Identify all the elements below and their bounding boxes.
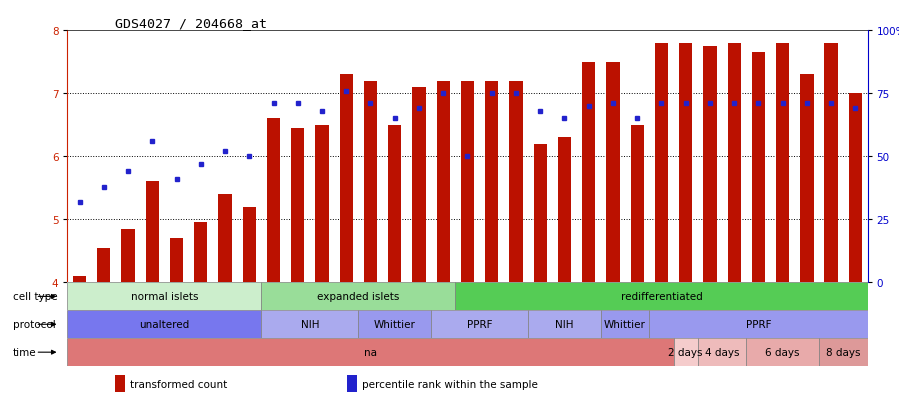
Bar [347,375,357,392]
Bar [413,88,425,283]
Bar [67,283,262,311]
Bar [703,47,717,283]
Bar [67,311,262,338]
Text: transformed count: transformed count [129,379,227,389]
Bar [316,126,329,283]
Bar [218,195,232,283]
Text: unaltered: unaltered [139,320,190,330]
Text: normal islets: normal islets [130,292,198,301]
Bar [533,144,547,283]
Bar [673,338,698,366]
Text: na: na [364,347,377,357]
Bar [267,119,280,283]
Text: 6 days: 6 days [765,347,800,357]
Bar [97,248,111,283]
Bar [340,75,353,283]
Bar [437,81,450,283]
Text: GDS4027 / 204668_at: GDS4027 / 204668_at [115,17,267,30]
Text: Whittier: Whittier [374,320,415,330]
Text: protocol: protocol [13,320,56,330]
Bar [194,223,208,283]
Bar [727,43,741,283]
Text: Whittier: Whittier [604,320,646,330]
Bar [800,75,814,283]
Bar [485,81,498,283]
Bar [359,311,432,338]
Bar [582,62,595,283]
Bar [606,62,619,283]
Bar [364,81,378,283]
Bar [461,81,474,283]
Bar [73,276,86,283]
Bar [67,338,673,366]
Bar [746,338,819,366]
Bar [388,126,402,283]
Text: percentile rank within the sample: percentile rank within the sample [362,379,538,389]
Text: PPRF: PPRF [745,320,771,330]
Bar [630,126,644,283]
Text: 8 days: 8 days [826,347,860,357]
Bar [121,229,135,283]
Bar [510,81,522,283]
Bar [291,128,305,283]
Bar [679,43,692,283]
Bar [146,182,159,283]
Bar [654,43,668,283]
Text: 2 days: 2 days [669,347,703,357]
Bar [824,43,838,283]
Bar [557,138,571,283]
Bar [262,283,456,311]
Bar [819,338,868,366]
Bar [776,43,789,283]
Text: cell type: cell type [13,292,58,301]
Bar [243,207,256,283]
Text: redifferentiated: redifferentiated [620,292,702,301]
Bar [649,311,868,338]
Text: 4 days: 4 days [705,347,739,357]
Bar [115,375,125,392]
Bar [849,94,862,283]
Bar [698,338,746,366]
Text: NIH: NIH [556,320,574,330]
Bar [528,311,601,338]
Text: time: time [13,347,37,357]
Bar [601,311,649,338]
Bar [456,283,868,311]
Text: expanded islets: expanded islets [317,292,399,301]
Bar [170,239,183,283]
Text: PPRF: PPRF [467,320,493,330]
Bar [752,53,765,283]
Bar [432,311,528,338]
Bar [262,311,359,338]
Text: NIH: NIH [300,320,319,330]
